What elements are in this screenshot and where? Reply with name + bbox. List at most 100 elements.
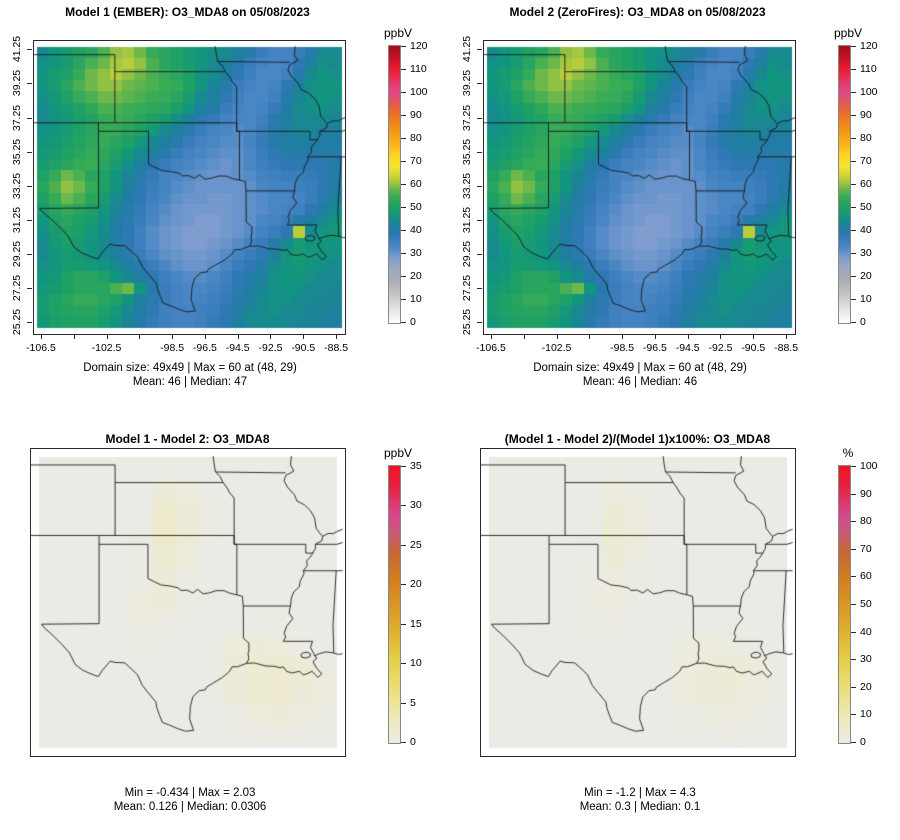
colorbar-tick-label: 100 bbox=[860, 86, 878, 98]
x-axis-tick bbox=[753, 334, 755, 339]
y-axis-tick bbox=[477, 117, 482, 119]
x-axis-tick-label: -90.5 bbox=[741, 342, 766, 354]
colorbar-tick-label: 20 bbox=[860, 680, 872, 693]
y-axis-tick-label: 37.25 bbox=[461, 104, 473, 131]
colorbar bbox=[388, 45, 401, 324]
stats-line1: Domain size: 49x49 | Max = 60 at (48, 29… bbox=[533, 362, 747, 374]
colorbar-tick bbox=[401, 299, 406, 300]
map-plot-difference bbox=[30, 448, 346, 757]
colorbar-tick bbox=[851, 686, 856, 688]
colorbar-tick bbox=[851, 322, 856, 323]
colorbar-tick-label: 10 bbox=[410, 657, 422, 670]
colorbar-tick bbox=[851, 714, 856, 716]
colorbar-tick-label: 30 bbox=[410, 499, 422, 512]
colorbar-tick-label: 70 bbox=[410, 155, 422, 167]
colorbar-tick bbox=[401, 253, 406, 254]
y-axis-tick bbox=[27, 219, 32, 221]
y-axis-tick bbox=[477, 287, 482, 289]
colorbar-tick-label: 120 bbox=[410, 40, 428, 52]
x-axis-tick bbox=[523, 334, 525, 339]
x-axis-tick-label: -94.5 bbox=[675, 342, 700, 354]
stats-line1: Min = -1.2 | Max = 4.3 bbox=[584, 787, 696, 799]
x-axis-tick bbox=[720, 334, 722, 339]
colorbar-gradient bbox=[389, 46, 400, 323]
x-axis-tick bbox=[687, 334, 689, 339]
colorbar-tick bbox=[851, 92, 856, 93]
colorbar-tick-label: 90 bbox=[410, 109, 422, 121]
colorbar-tick-label: 60 bbox=[860, 570, 872, 583]
colorbar-tick-label: 80 bbox=[410, 132, 422, 144]
colorbar-tick-label: 60 bbox=[860, 178, 872, 190]
colorbar-tick bbox=[851, 253, 856, 254]
x-axis-tick-label: -96.5 bbox=[642, 342, 667, 354]
x-axis-tick bbox=[204, 334, 206, 339]
x-axis-tick-label: -90.5 bbox=[291, 342, 316, 354]
colorbar-tick-label: 20 bbox=[410, 578, 422, 591]
colorbar-tick-label: 60 bbox=[410, 178, 422, 190]
colorbar-tick bbox=[401, 115, 406, 116]
x-axis-tick bbox=[589, 334, 591, 339]
y-axis-tick-label: 41.25 bbox=[11, 36, 23, 63]
y-axis-tick bbox=[27, 83, 32, 85]
x-axis-tick bbox=[336, 334, 338, 339]
x-axis-tick bbox=[556, 334, 558, 339]
y-axis-tick-label: 27.25 bbox=[461, 274, 473, 301]
panel-title: Model 1 - Model 2: O3_MDA8 bbox=[105, 432, 270, 446]
y-axis-tick-label: 33.25 bbox=[11, 172, 23, 199]
y-axis-tick-label: 39.25 bbox=[11, 70, 23, 97]
colorbar-tick-label: 100 bbox=[860, 460, 878, 472]
colorbar-tick bbox=[851, 521, 856, 523]
colorbar-tick-label: 40 bbox=[860, 224, 872, 236]
colorbar-tick bbox=[851, 276, 856, 277]
panel-stats: Domain size: 49x49 | Max = 60 at (48, 29… bbox=[0, 361, 380, 389]
colorbar-tick-label: 100 bbox=[410, 86, 428, 98]
colorbar-tick bbox=[401, 702, 406, 704]
stats-line2: Mean: 46 | Median: 47 bbox=[132, 376, 248, 388]
colorbar-tick bbox=[401, 69, 406, 70]
colorbar bbox=[388, 465, 401, 744]
x-axis-tick-label: -88.5 bbox=[774, 342, 799, 354]
colorbar-gradient bbox=[389, 466, 400, 743]
colorbar-tick-label: 50 bbox=[860, 201, 872, 213]
colorbar-tick bbox=[401, 92, 406, 93]
x-axis-tick-label: -106.5 bbox=[476, 342, 506, 354]
colorbar-tick-label: 25 bbox=[410, 538, 422, 551]
colorbar-tick bbox=[401, 663, 406, 665]
y-axis-tick bbox=[477, 219, 482, 221]
colorbar-tick bbox=[851, 69, 856, 70]
colorbar-tick-label: 90 bbox=[860, 487, 872, 500]
y-axis-tick-label: 39.25 bbox=[461, 70, 473, 97]
colorbar-tick-label: 50 bbox=[410, 201, 422, 213]
colorbar-tick-label: 5 bbox=[410, 696, 416, 709]
colorbar-tick bbox=[401, 742, 406, 743]
x-axis-tick bbox=[40, 334, 42, 339]
colorbar-tick-label: 20 bbox=[410, 270, 422, 282]
map-raster-canvas bbox=[484, 41, 795, 334]
panel-difference: Model 1 - Model 2: O3_MDA8 Min = -0.434 … bbox=[0, 420, 450, 840]
x-axis-tick bbox=[237, 334, 239, 339]
colorbar-tick-label: 70 bbox=[860, 155, 872, 167]
colorbar-tick-label: 20 bbox=[860, 270, 872, 282]
x-axis-tick-label: -102.5 bbox=[91, 342, 122, 354]
x-axis-tick bbox=[622, 334, 624, 339]
colorbar-unit-label: ppbV bbox=[833, 26, 863, 40]
y-axis-tick-label: 33.25 bbox=[461, 172, 473, 199]
colorbar-tick bbox=[401, 46, 406, 47]
x-axis-tick bbox=[303, 334, 305, 339]
x-axis-tick bbox=[654, 334, 656, 339]
colorbar-tick bbox=[851, 184, 856, 185]
stats-line1: Domain size: 49x49 | Max = 60 at (48, 29… bbox=[83, 362, 297, 374]
x-axis-tick-label: -106.5 bbox=[26, 342, 56, 354]
colorbar-tick bbox=[851, 604, 856, 605]
y-axis-tick-label: 35.25 bbox=[11, 138, 23, 165]
colorbar-tick-label: 15 bbox=[410, 617, 422, 630]
colorbar-tick-label: 0 bbox=[860, 736, 866, 748]
colorbar-tick bbox=[851, 207, 856, 208]
colorbar-tick bbox=[851, 138, 856, 139]
x-axis-tick-label: -98.5 bbox=[160, 342, 185, 354]
x-axis-tick bbox=[270, 334, 272, 339]
x-axis-tick bbox=[73, 334, 75, 339]
colorbar-tick-label: 40 bbox=[410, 224, 422, 236]
colorbar-tick bbox=[401, 161, 406, 162]
